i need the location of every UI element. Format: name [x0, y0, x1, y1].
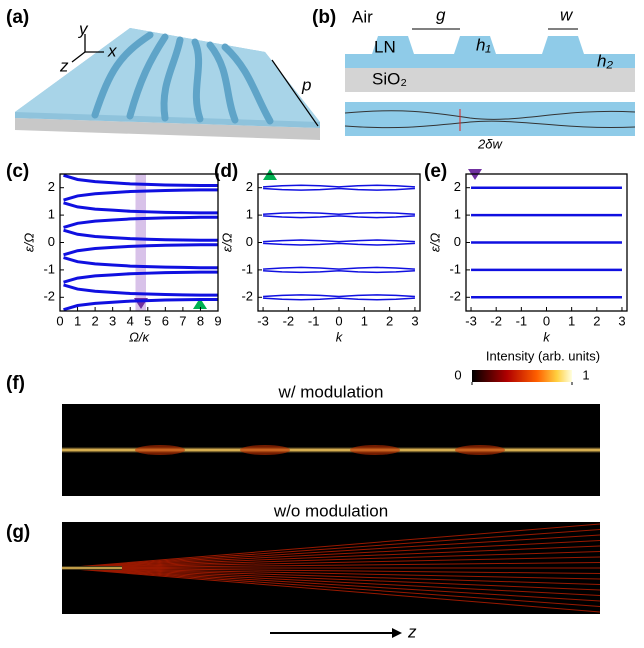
y-tick-label: 2 [246, 179, 253, 194]
y-tick-label: -1 [449, 261, 461, 276]
x-tick-label: -2 [283, 313, 295, 328]
arrow-head [392, 628, 402, 638]
x-axis-label: k [336, 329, 344, 344]
y-tick-label: -1 [43, 261, 55, 276]
label: Air [352, 7, 373, 26]
cross-section: Air g w LN h₁ h₂ SiO₂ 2δw [345, 5, 635, 151]
plot-frame [258, 174, 420, 311]
propagation-label: z [407, 622, 417, 641]
band-edge [263, 213, 415, 215]
panel-title: w/o modulation [273, 501, 388, 520]
x-tick-label: 0 [56, 313, 63, 328]
x-tick-label: 3 [109, 313, 116, 328]
x-tick-label: -2 [490, 313, 502, 328]
y-tick-label: 2 [454, 179, 461, 194]
x-tick-label: 6 [162, 313, 169, 328]
y-tick-label: 1 [48, 207, 55, 222]
x-tick-label: 2 [593, 313, 600, 328]
x-tick-label: 0 [335, 313, 342, 328]
band-edge [263, 185, 415, 187]
label: g [436, 5, 446, 24]
x-tick-label: 1 [74, 313, 81, 328]
x-tick-label: 2 [386, 313, 393, 328]
panel-label: (b) [312, 7, 336, 28]
x-tick-label: 4 [127, 313, 134, 328]
panel-label: (c) [6, 161, 29, 182]
band-edge [263, 243, 415, 245]
x-tick-label: 0 [543, 313, 550, 328]
y-tick-label: 2 [48, 179, 55, 194]
x-tick-label: -3 [465, 313, 477, 328]
band-edge [263, 271, 415, 273]
axis-label: y [78, 19, 89, 38]
band-edge [263, 216, 415, 218]
y-axis-label: ε/Ω [219, 233, 234, 252]
band-edge [263, 267, 415, 269]
figure: (a) (b) (c) (d) (e) (f) (g) y x z p Air … [0, 0, 644, 648]
highlight [136, 174, 147, 311]
x-tick-label: 1 [568, 313, 575, 328]
x-tick-label: -1 [516, 313, 528, 328]
x-tick-label: 2 [91, 313, 98, 328]
device-3d: y x z p [15, 19, 320, 140]
band-edge [263, 189, 415, 191]
label: h₂ [597, 51, 613, 70]
band-edge [263, 298, 415, 300]
y-tick-label: -1 [241, 261, 253, 276]
x-axis-label: k [543, 329, 551, 344]
colorbar-label: Intensity (arb. units) [486, 348, 600, 363]
band-edge [263, 240, 415, 242]
band-edge [263, 295, 415, 297]
panel-label: (a) [6, 7, 29, 28]
panel-label: (e) [424, 161, 447, 182]
x-tick-label: 3 [411, 313, 418, 328]
x-tick-label: 3 [618, 313, 625, 328]
x-tick-label: 1 [361, 313, 368, 328]
axis-label: x [107, 41, 117, 60]
label: SiO₂ [372, 69, 407, 88]
x-tick-label: 7 [179, 313, 186, 328]
colorbar-tick-label: 0 [454, 367, 461, 382]
y-tick-label: -2 [43, 289, 55, 304]
x-tick-label: 8 [197, 313, 204, 328]
period-label: p [301, 75, 311, 94]
label: h₁ [476, 35, 491, 54]
y-tick-label: -2 [449, 289, 461, 304]
panel-label: (f) [6, 373, 25, 394]
panel-title: w/ modulation [278, 382, 384, 401]
panel-label: (g) [6, 522, 30, 543]
y-tick-label: 0 [454, 234, 461, 249]
x-tick-label: -1 [308, 313, 320, 328]
y-axis-label: ε/Ω [427, 233, 442, 252]
source [62, 566, 122, 570]
label: w [560, 5, 574, 24]
y-axis-label: ε/Ω [21, 233, 36, 252]
x-axis-label: Ω/κ [129, 329, 151, 344]
x-tick-label: -3 [257, 313, 269, 328]
y-tick-label: 1 [246, 207, 253, 222]
y-tick-label: 0 [246, 234, 253, 249]
y-tick-label: 0 [48, 234, 55, 249]
axis-label: z [59, 56, 69, 75]
x-tick-label: 9 [214, 313, 221, 328]
colorbar [472, 370, 572, 382]
label: LN [374, 37, 396, 56]
y-tick-label: 1 [454, 207, 461, 222]
y-tick-label: -2 [241, 289, 253, 304]
label: 2δw [477, 136, 503, 151]
x-tick-label: 5 [144, 313, 151, 328]
colorbar-tick-label: 1 [582, 367, 589, 382]
